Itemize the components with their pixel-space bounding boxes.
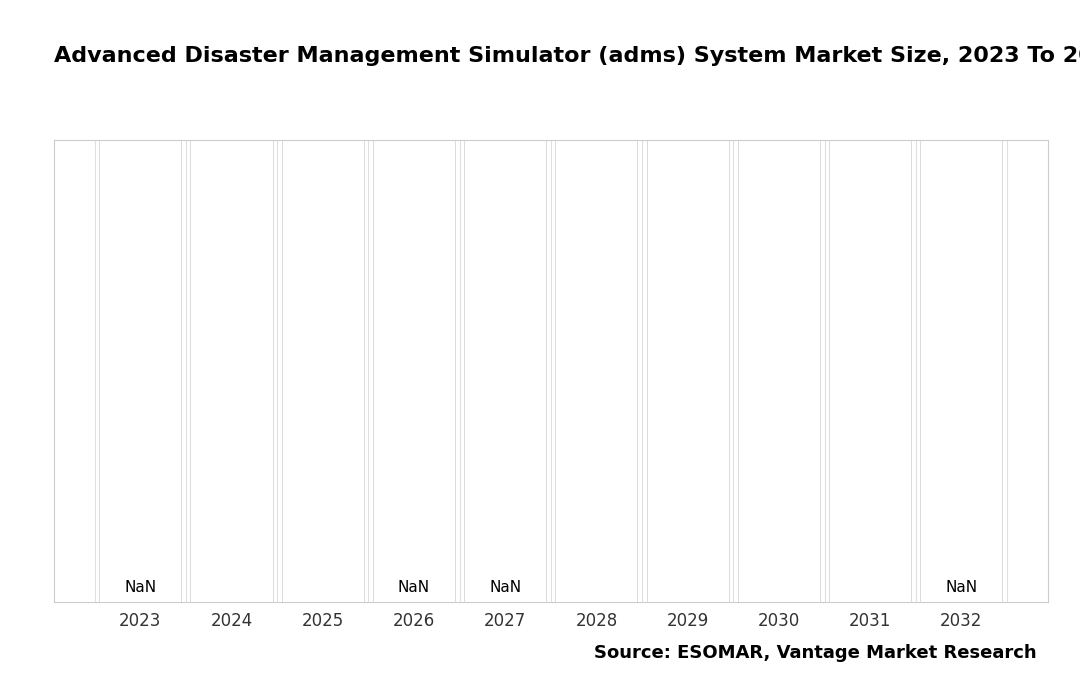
Bar bbox=[282, 140, 364, 602]
Bar bbox=[464, 140, 546, 602]
Text: NaN: NaN bbox=[945, 580, 977, 595]
Bar bbox=[99, 140, 181, 602]
Text: Advanced Disaster Management Simulator (adms) System Market Size, 2023 To 2032 (: Advanced Disaster Management Simulator (… bbox=[54, 46, 1080, 66]
Text: Source: ESOMAR, Vantage Market Research: Source: ESOMAR, Vantage Market Research bbox=[594, 643, 1037, 662]
Bar bbox=[373, 140, 455, 602]
Text: NaN: NaN bbox=[489, 580, 522, 595]
Bar bbox=[829, 140, 912, 602]
Text: NaN: NaN bbox=[397, 580, 430, 595]
Bar bbox=[647, 140, 729, 602]
Bar bbox=[190, 140, 272, 602]
Text: NaN: NaN bbox=[124, 580, 157, 595]
Bar bbox=[555, 140, 637, 602]
Bar bbox=[738, 140, 820, 602]
Bar bbox=[920, 140, 1002, 602]
